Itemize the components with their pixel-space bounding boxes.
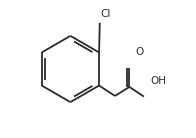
Text: Cl: Cl bbox=[100, 10, 111, 19]
Text: O: O bbox=[135, 47, 143, 57]
Text: OH: OH bbox=[151, 76, 167, 86]
